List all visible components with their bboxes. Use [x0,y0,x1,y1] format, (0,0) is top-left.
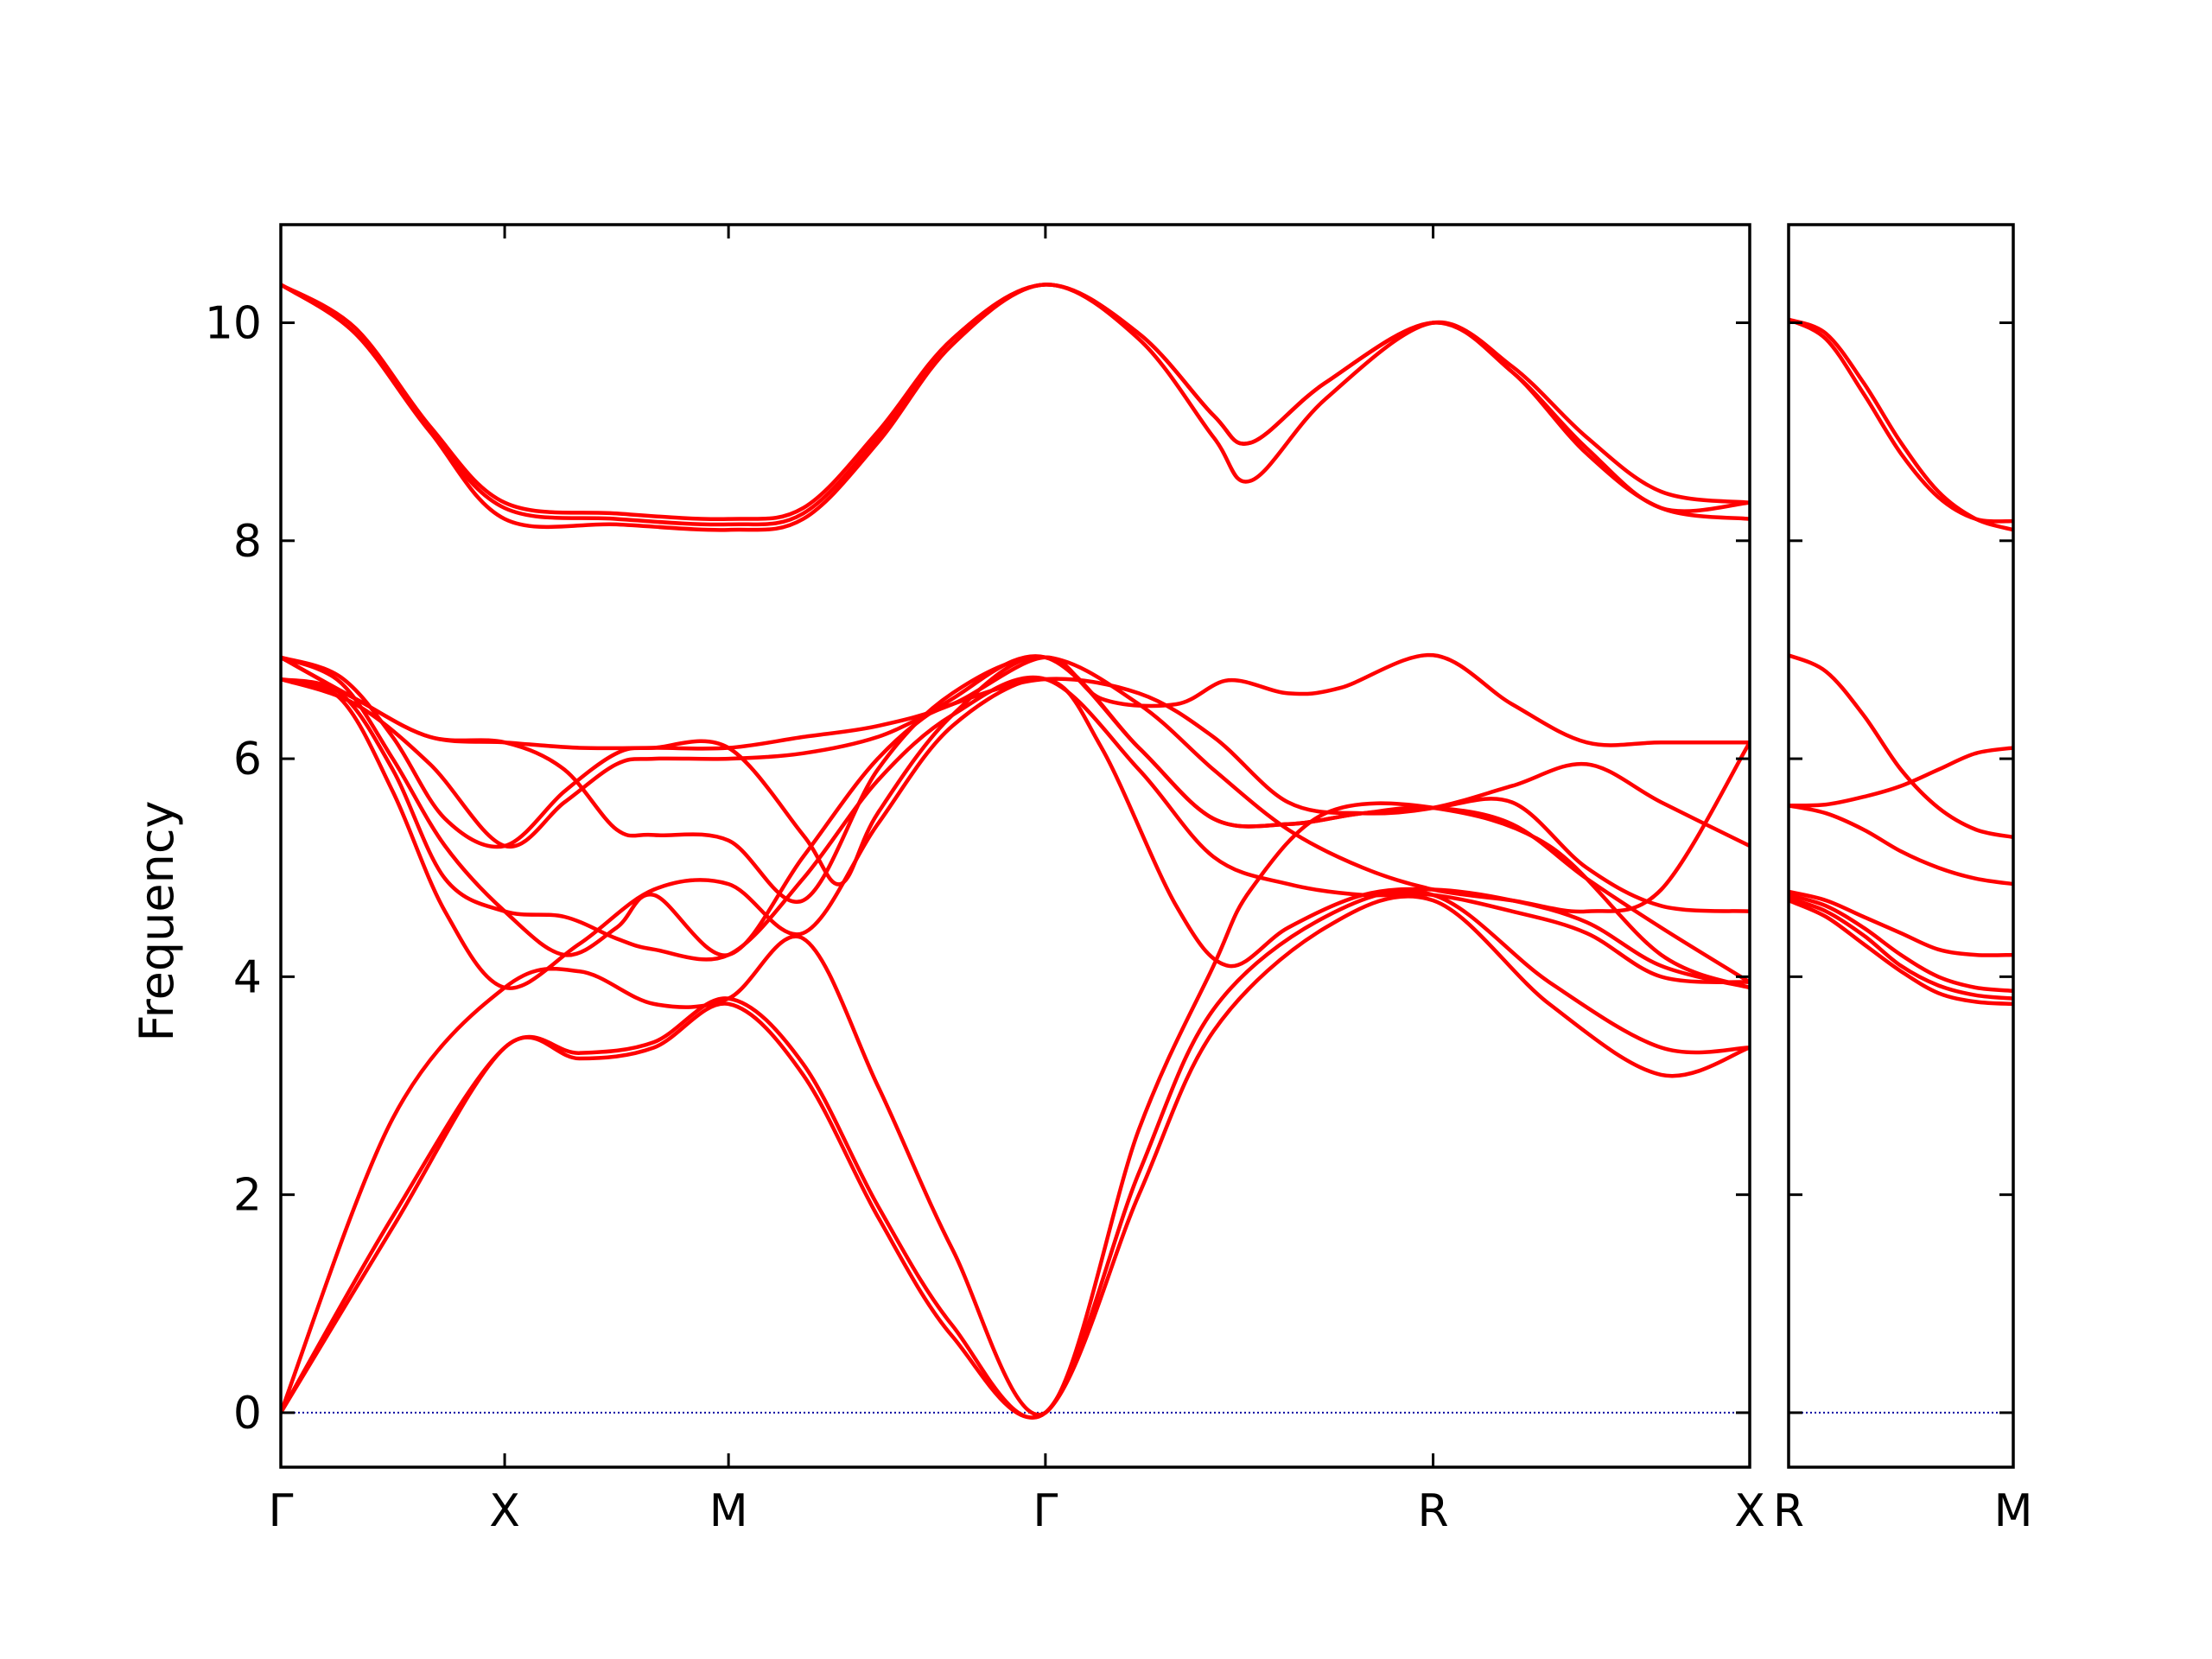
band-line-7 [1789,893,2013,994]
x-tick-label: Γ [1033,1485,1058,1537]
x-tick-label: Γ [269,1485,294,1537]
band-line-2 [281,889,1750,1420]
band-line-3 [1789,653,2013,840]
y-tick-label: 8 [233,516,262,568]
y-axis-label-group: Frequency [130,801,184,1042]
y-tick-label: 4 [233,951,262,1003]
band-line-9 [1789,898,2013,1007]
x-tick-label: X [489,1485,520,1537]
x-tick-label: X [1734,1485,1765,1537]
y-tick-label: 6 [233,734,262,785]
band-line-13 [281,283,1750,527]
plot-frame [279,223,1751,1469]
band-line-8 [281,655,1750,914]
band-line-5 [1789,804,2013,887]
y-axis-label: Frequency [130,801,184,1042]
x-tick-label: R [1773,1485,1804,1537]
x-tick-label: R [1418,1485,1449,1537]
band-line-9 [281,653,1750,751]
y-tick-label: 2 [233,1170,262,1222]
band-line-1 [1789,317,2013,532]
band-line-7 [281,654,1750,913]
band-line-1 [281,894,1750,1420]
y-tick-label: 0 [233,1388,262,1440]
band-line-8 [1789,896,2013,1001]
band-line-12 [281,283,1750,521]
x-tick-label: M [709,1485,748,1537]
y-tick-label: 10 [205,298,262,350]
band-line-6 [281,654,1750,984]
band-line-11 [281,283,1750,532]
x-tick-label: M [1994,1485,2033,1537]
band-line-2 [1789,317,2013,524]
band-line-3 [281,801,1750,1417]
plot-frame [1787,223,2015,1469]
band-line-10 [281,677,1750,849]
band-line-5 [281,675,1750,984]
band-lines [281,283,1750,1420]
band-line-4 [1789,746,2013,808]
band-lines [1789,317,2013,1007]
main-band-panel: Γ X M Γ R X 0 2 4 6 8 10 [205,223,1765,1537]
band-line-6 [1789,889,2013,957]
band-line-4 [281,677,1750,990]
